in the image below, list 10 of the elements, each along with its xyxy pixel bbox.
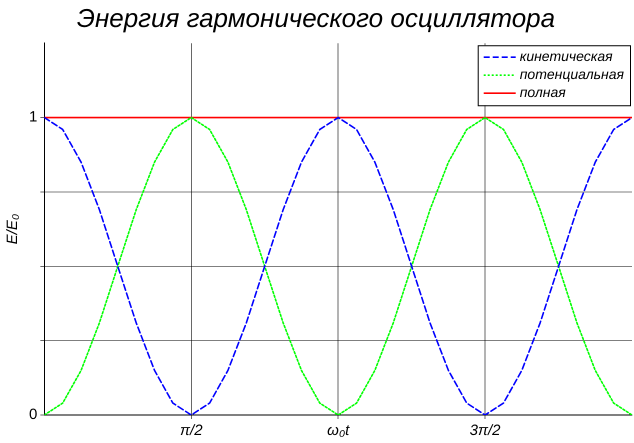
y-axis-title: E/E₀ [4,214,22,244]
y-tick-label: 0 [29,406,38,424]
chart-title: Энергия гармонического осциллятора [76,2,556,33]
x-tick-label: 3π/2 [470,422,502,440]
legend-label: кинетическая [520,48,614,64]
x-tick-label: ω₀t [327,422,350,440]
x-tick-label: π/2 [180,422,204,440]
legend-label: полная [520,84,566,100]
legend-label: потенциальная [520,66,625,82]
y-tick-label: 1 [29,108,38,126]
